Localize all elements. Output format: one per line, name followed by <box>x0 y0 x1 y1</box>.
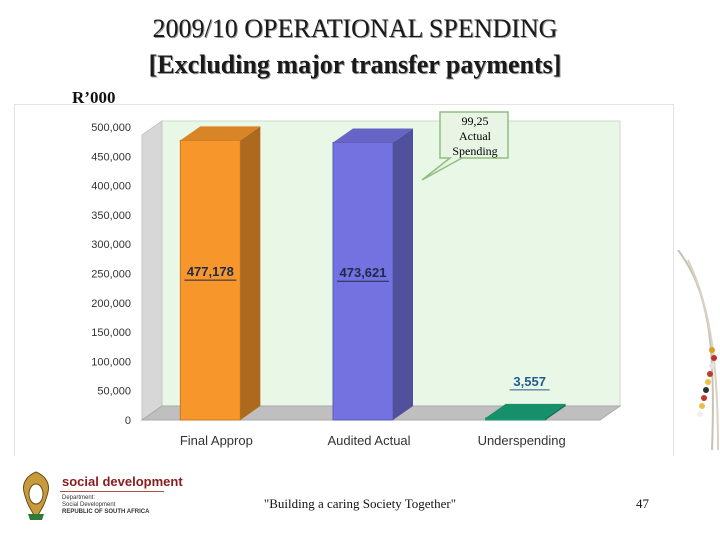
dept-line-2: Social Development <box>62 502 116 508</box>
y-tick-label: 250,000 <box>91 269 131 281</box>
title-line-1: 2009/10 OPERATIONAL SPENDING <box>152 14 558 43</box>
y-tick-label: 150,000 <box>91 327 131 339</box>
callout-bubble <box>421 111 509 181</box>
x-tick-label: Audited Actual <box>327 433 410 448</box>
y-tick-label: 0 <box>125 415 131 427</box>
decorative-beadwork <box>677 250 719 450</box>
y-tick-label: 300,000 <box>91 239 131 251</box>
bar-side <box>393 128 413 420</box>
y-tick-label: 400,000 <box>91 181 131 193</box>
callout-text: 99,25 Actual Spending <box>440 114 510 159</box>
y-tick-label: 450,000 <box>91 151 131 163</box>
callout-value: 99,25 <box>461 114 489 128</box>
data-label: 3,557 <box>513 374 546 389</box>
y-tick-label: 50,000 <box>97 386 131 398</box>
x-axis-labels: Final Approp Audited Actual Underspending <box>180 433 566 448</box>
logo-department: Department: Social Development REPUBLIC … <box>62 495 149 516</box>
y-tick-label: 100,000 <box>91 356 131 368</box>
dept-line-3: REPUBLIC OF SOUTH AFRICA <box>62 509 150 515</box>
coat-of-arms-icon <box>23 471 49 520</box>
x-tick-label: Final Approp <box>180 433 253 448</box>
y-axis-ticks: 0 50,000 100,000 150,000 200,000 250,000 300,0… <box>91 122 131 427</box>
y-tick-label: 200,000 <box>91 298 131 310</box>
page-number: 47 <box>636 496 649 511</box>
value-labels: 477,178 473,621 3,557 <box>184 264 550 391</box>
y-tick-label: 500,000 <box>91 122 131 134</box>
bar-side <box>545 403 566 420</box>
unit-label: R’000 <box>72 88 116 107</box>
bar-top <box>180 126 261 141</box>
callout-word-actual: Actual <box>459 129 491 143</box>
data-label: 473,621 <box>340 265 387 280</box>
logo-divider <box>60 491 164 492</box>
title-line-2: [Excluding major transfer payments] <box>148 50 562 79</box>
footer <box>0 456 720 540</box>
data-label: 477,178 <box>187 264 234 279</box>
callout-word-spending: Spending <box>452 144 498 158</box>
slogan: "Building a caring Society Together" <box>263 496 457 511</box>
x-tick-label: Underspending <box>478 433 566 448</box>
bar-side <box>240 126 261 421</box>
bar-top <box>485 403 566 418</box>
logo-brand-text: social development <box>62 474 183 489</box>
bar-front <box>485 417 547 421</box>
bar-top <box>333 128 413 143</box>
y-tick-label: 350,000 <box>91 210 131 222</box>
plot-side-wall <box>141 120 163 421</box>
dept-line-1: Department: <box>62 495 96 501</box>
